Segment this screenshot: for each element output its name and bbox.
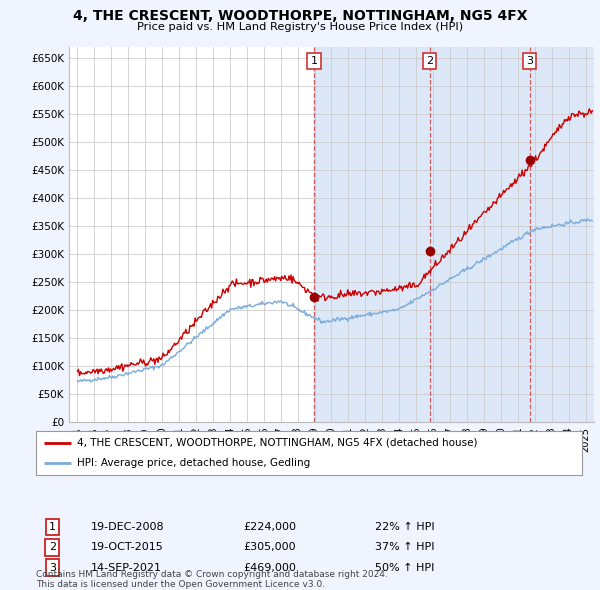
Text: 2: 2 — [426, 56, 433, 66]
Text: 4, THE CRESCENT, WOODTHORPE, NOTTINGHAM, NG5 4FX (detached house): 4, THE CRESCENT, WOODTHORPE, NOTTINGHAM,… — [77, 438, 478, 448]
Text: 3: 3 — [526, 56, 533, 66]
Text: Contains HM Land Registry data © Crown copyright and database right 2024.
This d: Contains HM Land Registry data © Crown c… — [36, 570, 388, 589]
Text: 1: 1 — [311, 56, 317, 66]
Text: 2: 2 — [49, 542, 56, 552]
Text: 1: 1 — [49, 522, 56, 532]
Text: 4, THE CRESCENT, WOODTHORPE, NOTTINGHAM, NG5 4FX: 4, THE CRESCENT, WOODTHORPE, NOTTINGHAM,… — [73, 9, 527, 23]
Text: £224,000: £224,000 — [244, 522, 296, 532]
Text: £469,000: £469,000 — [244, 563, 296, 573]
Text: 14-SEP-2021: 14-SEP-2021 — [91, 563, 161, 573]
Text: 22% ↑ HPI: 22% ↑ HPI — [374, 522, 434, 532]
Text: 37% ↑ HPI: 37% ↑ HPI — [374, 542, 434, 552]
Text: Price paid vs. HM Land Registry's House Price Index (HPI): Price paid vs. HM Land Registry's House … — [137, 22, 463, 32]
Text: 50% ↑ HPI: 50% ↑ HPI — [374, 563, 434, 573]
Text: 3: 3 — [49, 563, 56, 573]
Text: HPI: Average price, detached house, Gedling: HPI: Average price, detached house, Gedl… — [77, 458, 310, 468]
Text: £305,000: £305,000 — [244, 542, 296, 552]
Bar — [314, 47, 594, 422]
Text: 19-OCT-2015: 19-OCT-2015 — [91, 542, 163, 552]
Text: 19-DEC-2008: 19-DEC-2008 — [91, 522, 164, 532]
